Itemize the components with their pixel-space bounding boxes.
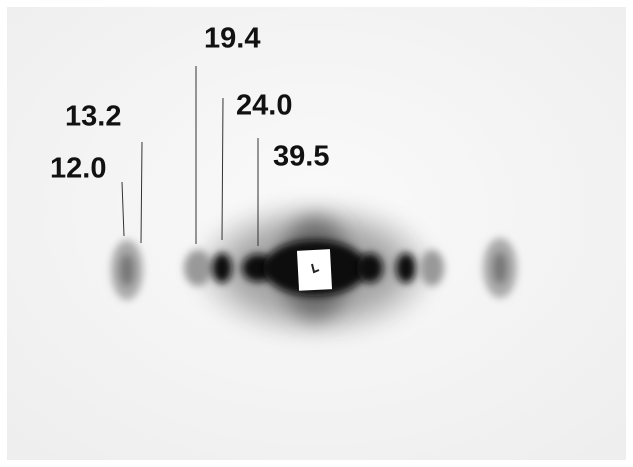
- diffraction-image: 12.0 13.2 19.4 24.0 39.5: [0, 0, 633, 467]
- spacing-label: 19.4: [204, 23, 260, 55]
- spacing-label: 39.5: [273, 141, 329, 173]
- spacing-label: 24.0: [236, 90, 292, 122]
- spacing-label: 12.0: [50, 153, 106, 185]
- spacing-label: 13.2: [65, 101, 121, 133]
